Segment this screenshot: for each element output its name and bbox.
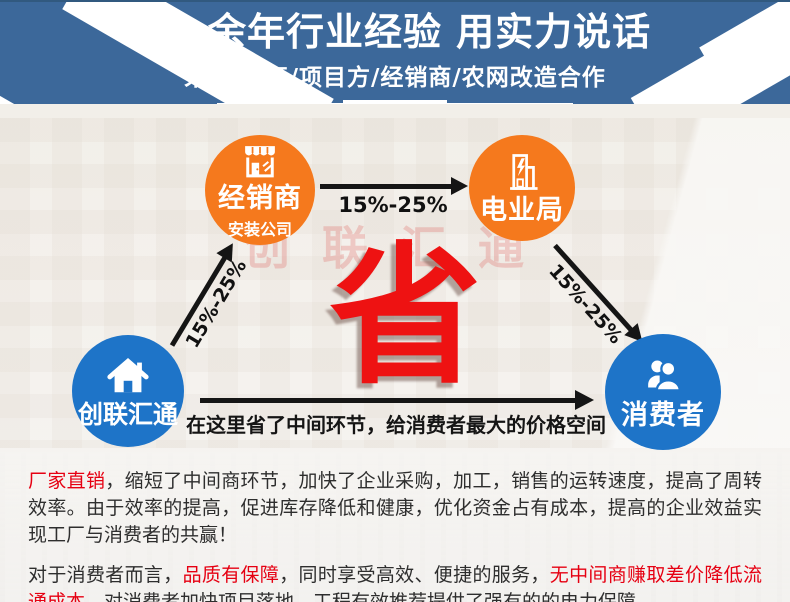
- storefront-icon: [245, 146, 275, 178]
- people-icon: [648, 360, 681, 392]
- diagram-caption: 在这里省了中间环节，给消费者最大的价格空间: [186, 413, 606, 437]
- node-power-bureau: 电业局: [469, 135, 575, 241]
- body-text: ，对消费者加快项目落地，工程有效推荐提供了强有的的电力保障。: [85, 591, 656, 602]
- paragraph-factory-direct: 厂家直销，缩短了中间商环节，加快了企业采购，加工，销售的运转速度，提高了周转效率…: [28, 468, 762, 549]
- highlight-text: 厂家直销: [28, 470, 106, 492]
- arrow-head: [451, 177, 468, 195]
- description-section: 厂家直销，缩短了中间商环节，加快了企业采购，加工，销售的运转速度，提高了周转效率…: [0, 455, 790, 602]
- node-label: 消费者: [621, 400, 705, 432]
- arrow-head: [575, 390, 594, 410]
- edge-label: 15%-25%: [544, 260, 627, 349]
- body-text: ，缩短了中间商环节，加快了企业采购，加工，销售的运转速度，提高了周转效率。由于效…: [28, 470, 762, 546]
- paragraph-consumer-benefit: 对于消费者而言，品质有保障，同时享受高效、便捷的服务，无中间商赚取差价降低流通成…: [28, 562, 762, 602]
- node-label: 创联汇通: [77, 400, 178, 430]
- highlight-text: 品质有保障: [182, 564, 280, 586]
- save-character: 省: [329, 228, 482, 405]
- arrow-shaft: [320, 184, 453, 189]
- header-title: 10 余年行业经验 用实力说话: [138, 10, 652, 54]
- node-label: 经销商: [218, 183, 302, 215]
- power-building-icon: [510, 154, 538, 191]
- header-subtitle: 采购/投标/项目方/经销商/农网改造合作: [184, 64, 606, 91]
- header: 10 余年行业经验 用实力说话 采购/投标/项目方/经销商/农网改造合作: [0, 0, 790, 104]
- node-dealer: 经销商 安装公司: [205, 135, 315, 245]
- arrow-brand-to-consumer: [200, 390, 594, 410]
- body-text: 对于消费者而言，: [28, 564, 183, 586]
- body-text: ，同时享受高效、便捷的服务，: [279, 564, 550, 586]
- arrow-dealer-to-power: 15%-25%: [320, 177, 468, 217]
- node-label: 电业局: [480, 195, 564, 227]
- savings-diagram: 省 15%-25% 15%-25% 15%-25% 在这里省了中间环节，给消费者…: [0, 104, 790, 455]
- arrow-brand-to-dealer: 15%-25%: [169, 238, 251, 352]
- header-underline: [217, 99, 573, 104]
- node-brand: 创联汇通: [72, 335, 184, 447]
- house-icon: [107, 358, 149, 393]
- arrow-power-to-consumer: 15%-25%: [544, 243, 650, 348]
- node-sublabel: 安装公司: [227, 219, 292, 239]
- highlight-text: 无中间商赚取差价降低流通成本: [28, 564, 762, 602]
- edge-label: 15%-25%: [338, 193, 448, 217]
- arrow-shaft: [200, 398, 579, 403]
- node-consumer: 消费者: [605, 334, 721, 450]
